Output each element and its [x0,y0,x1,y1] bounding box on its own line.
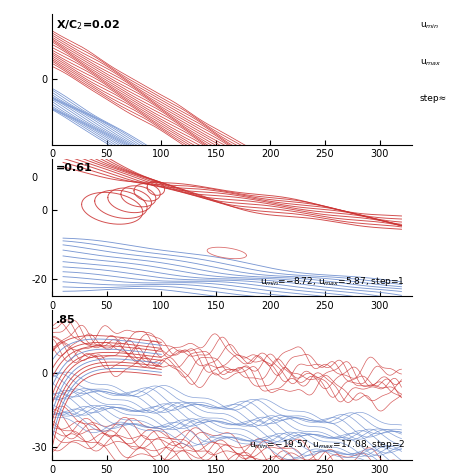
Text: u$_{min}$: u$_{min}$ [419,21,439,31]
Text: u$_{min}$=−8.72, u$_{max}$=5.87, step=1: u$_{min}$=−8.72, u$_{max}$=5.87, step=1 [260,275,405,288]
Text: =0.61: =0.61 [56,163,92,173]
Text: X/C$_2$=0.02: X/C$_2$=0.02 [56,18,120,32]
Text: .85: .85 [56,315,75,325]
Text: u$_{min}$=−19.57, u$_{max}$=17.08, step=2: u$_{min}$=−19.57, u$_{max}$=17.08, step=… [249,438,405,451]
Text: u$_{max}$: u$_{max}$ [419,57,441,68]
Text: 0: 0 [32,173,38,183]
Text: step≈: step≈ [419,94,447,103]
